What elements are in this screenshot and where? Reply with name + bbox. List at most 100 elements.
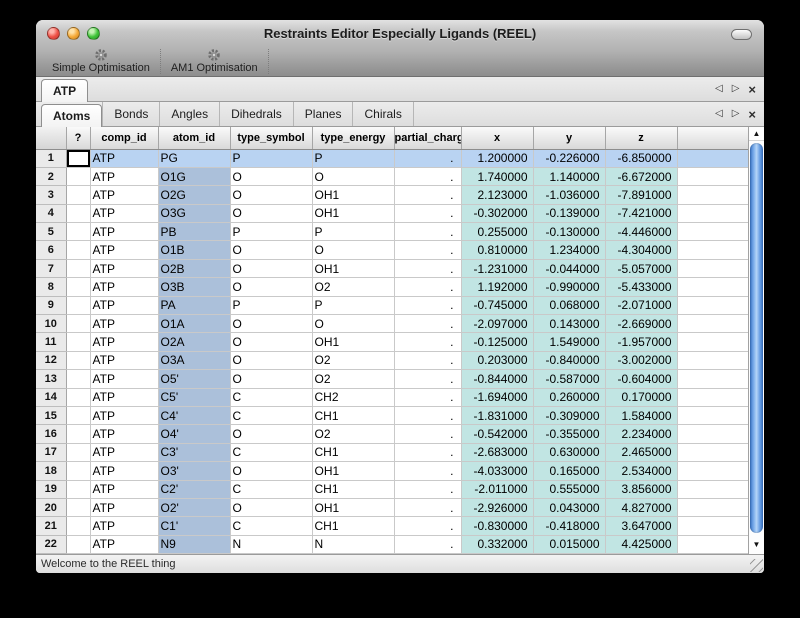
toolbar-toggle-button[interactable] xyxy=(731,29,752,40)
cell-type_energy[interactable]: OH1 xyxy=(312,461,395,481)
cell-type_energy[interactable]: CH1 xyxy=(312,406,395,426)
row-label[interactable]: 7 xyxy=(36,259,67,279)
cell-check[interactable] xyxy=(66,314,91,334)
cell-type_energy[interactable]: CH1 xyxy=(312,480,395,499)
tab-atoms[interactable]: Atoms xyxy=(41,104,103,127)
cell-comp_id[interactable]: ATP xyxy=(90,516,159,536)
cell-partial_charge[interactable]: . xyxy=(394,222,462,242)
cell-x[interactable]: -2.926000 xyxy=(461,498,534,518)
cell-y[interactable]: -0.840000 xyxy=(533,351,606,371)
cell-atom_id[interactable]: PB xyxy=(158,222,231,242)
cell-check[interactable] xyxy=(66,535,91,555)
cell-x[interactable]: 0.203000 xyxy=(461,351,534,371)
cell-type_energy[interactable]: OH1 xyxy=(312,204,395,224)
cell-y[interactable]: -1.036000 xyxy=(533,185,606,205)
cell-atom_id[interactable]: N9 xyxy=(158,535,231,555)
cell-check[interactable] xyxy=(66,240,91,260)
cell-atom_id[interactable]: O1A xyxy=(158,314,231,334)
cell-z[interactable]: -2.669000 xyxy=(605,314,678,334)
cell-check[interactable] xyxy=(66,296,91,316)
cell-x[interactable]: -2.097000 xyxy=(461,314,534,334)
cell-x[interactable]: -0.745000 xyxy=(461,296,534,316)
cell-comp_id[interactable]: ATP xyxy=(90,240,159,260)
row-label[interactable]: 5 xyxy=(36,222,67,242)
cell-atom_id[interactable]: PA xyxy=(158,296,231,316)
row-label[interactable]: 10 xyxy=(36,314,67,334)
cell-check[interactable] xyxy=(66,498,91,518)
cell-check[interactable] xyxy=(66,388,91,407)
tab-close-icon[interactable]: × xyxy=(748,106,756,122)
cell-atom_id[interactable]: C1' xyxy=(158,516,231,536)
cell-partial_charge[interactable]: . xyxy=(394,461,462,481)
cell-atom_id[interactable]: O2B xyxy=(158,259,231,279)
cell-type_symbol[interactable]: O xyxy=(230,332,313,352)
cell-check[interactable] xyxy=(66,259,91,279)
cell-comp_id[interactable]: ATP xyxy=(90,167,159,187)
cell-x[interactable]: -2.011000 xyxy=(461,480,534,499)
cell-y[interactable]: 1.234000 xyxy=(533,240,606,260)
cell-type_symbol[interactable]: N xyxy=(230,535,313,555)
cell-y[interactable]: 0.043000 xyxy=(533,498,606,518)
cell-partial_charge[interactable]: . xyxy=(394,406,462,426)
cell-z[interactable]: 2.534000 xyxy=(605,461,678,481)
cell-check[interactable] xyxy=(66,332,91,352)
cell-type_symbol[interactable]: P xyxy=(230,296,313,316)
cell-partial_charge[interactable]: . xyxy=(394,443,462,463)
toolbar-item-simple-optimisation[interactable]: Simple Optimisation xyxy=(42,47,160,77)
cell-x[interactable]: -0.830000 xyxy=(461,516,534,536)
cell-x[interactable]: 0.255000 xyxy=(461,222,534,242)
cell-type_symbol[interactable]: C xyxy=(230,443,313,463)
vertical-scrollbar[interactable]: ▲ ▼ xyxy=(748,127,764,554)
cell-x[interactable]: -0.125000 xyxy=(461,332,534,352)
cell-comp_id[interactable]: ATP xyxy=(90,480,159,499)
cell-z[interactable]: -5.433000 xyxy=(605,277,678,297)
cell-x[interactable]: -4.033000 xyxy=(461,461,534,481)
cell-y[interactable]: -0.418000 xyxy=(533,516,606,536)
cell-atom_id[interactable]: O3B xyxy=(158,277,231,297)
cell-type_symbol[interactable]: C xyxy=(230,406,313,426)
cell-z[interactable]: -2.071000 xyxy=(605,296,678,316)
cell-type_symbol[interactable]: O xyxy=(230,369,313,389)
cell-partial_charge[interactable]: . xyxy=(394,259,462,279)
cell-type_energy[interactable]: CH1 xyxy=(312,443,395,463)
cell-type_energy[interactable]: OH1 xyxy=(312,259,395,279)
cell-comp_id[interactable]: ATP xyxy=(90,424,159,444)
cell-x[interactable]: -1.694000 xyxy=(461,388,534,407)
cell-type_symbol[interactable]: O xyxy=(230,351,313,371)
cell-type_energy[interactable]: O2 xyxy=(312,351,395,371)
cell-atom_id[interactable]: O4' xyxy=(158,424,231,444)
row-label[interactable]: 16 xyxy=(36,424,67,444)
cell-partial_charge[interactable]: . xyxy=(394,277,462,297)
zoom-window-button[interactable] xyxy=(87,27,100,40)
cell-z[interactable]: -5.057000 xyxy=(605,259,678,279)
cell-partial_charge[interactable]: . xyxy=(394,167,462,187)
cell-atom_id[interactable]: O5' xyxy=(158,369,231,389)
col-header-x[interactable]: x xyxy=(461,127,534,150)
cell-y[interactable]: 0.165000 xyxy=(533,461,606,481)
cell-z[interactable]: -0.604000 xyxy=(605,369,678,389)
tab-scroll-right-icon[interactable]: ▷ xyxy=(731,108,740,119)
cell-type_energy[interactable]: O2 xyxy=(312,424,395,444)
cell-comp_id[interactable]: ATP xyxy=(90,204,159,224)
cell-comp_id[interactable]: ATP xyxy=(90,259,159,279)
cell-y[interactable]: -0.139000 xyxy=(533,204,606,224)
row-label[interactable]: 4 xyxy=(36,204,67,224)
cell-comp_id[interactable]: ATP xyxy=(90,535,159,555)
cell-type_energy[interactable]: OH1 xyxy=(312,498,395,518)
cell-type_symbol[interactable]: C xyxy=(230,388,313,407)
cell-check[interactable] xyxy=(66,443,91,463)
cell-partial_charge[interactable]: . xyxy=(394,535,462,555)
cell-check[interactable] xyxy=(66,480,91,499)
cell-type_energy[interactable]: OH1 xyxy=(312,185,395,205)
cell-atom_id[interactable]: C5' xyxy=(158,388,231,407)
cell-comp_id[interactable]: ATP xyxy=(90,277,159,297)
col-header-partial-charge[interactable]: partial_charge xyxy=(394,127,462,150)
row-label[interactable]: 3 xyxy=(36,185,67,205)
resize-grip[interactable] xyxy=(750,559,763,572)
tab-atp[interactable]: ATP xyxy=(41,79,89,102)
cell-type_energy[interactable]: O2 xyxy=(312,277,395,297)
cell-y[interactable]: 1.549000 xyxy=(533,332,606,352)
cell-type_symbol[interactable]: O xyxy=(230,167,313,187)
cell-check[interactable] xyxy=(66,516,91,536)
row-label[interactable]: 20 xyxy=(36,498,67,518)
